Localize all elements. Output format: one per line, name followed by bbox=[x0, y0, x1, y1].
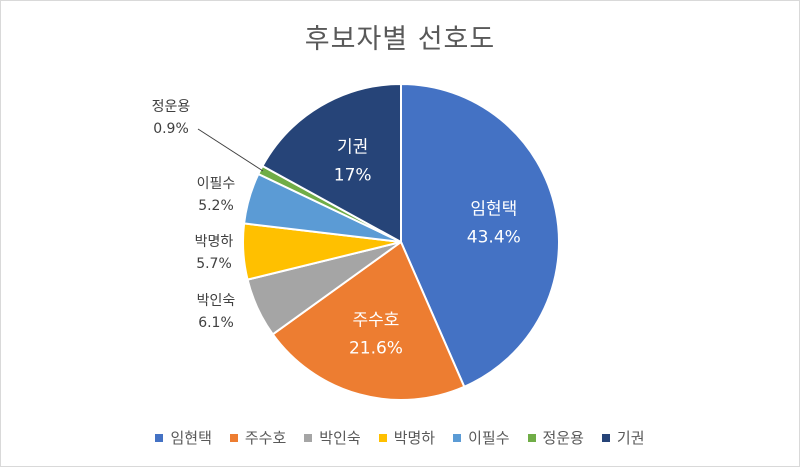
pie-slice-1 bbox=[400, 82, 560, 389]
legend-item: 기권 bbox=[601, 427, 645, 448]
legend-item: 주수호 bbox=[229, 427, 287, 448]
slice-category-label: 박명하 bbox=[195, 234, 234, 250]
legend-item: 임현택 bbox=[155, 427, 212, 448]
legend-swatch bbox=[155, 433, 164, 442]
chart-title: 후보자별 선호도 bbox=[304, 24, 496, 55]
pie-chart: 임현택 43.4% 주수호 21.6% 박인숙 6.1% 박명하 5.7% 이필수 5.2% 정운용… bbox=[152, 82, 560, 401]
slice-value-label: 43.4% bbox=[467, 228, 521, 248]
slice-value-label: 5.7% bbox=[196, 256, 232, 272]
slice-category-label: 정운용 bbox=[152, 99, 191, 115]
slice-value-label: 0.9% bbox=[153, 121, 189, 137]
slice-category-label: 박인숙 bbox=[197, 293, 236, 309]
legend-label: 박명하 bbox=[393, 429, 436, 447]
slice-value-label: 21.6% bbox=[349, 338, 403, 358]
legend-swatch bbox=[229, 433, 238, 442]
slice-value-label: 17% bbox=[334, 165, 372, 185]
legend-item: 정운용 bbox=[527, 427, 584, 448]
legend-swatch bbox=[527, 433, 536, 442]
slice-category-label: 기권 bbox=[337, 137, 368, 157]
legend-item: 박명하 bbox=[378, 427, 436, 448]
pie-slice-2 bbox=[271, 240, 466, 401]
legend-item: 박인숙 bbox=[304, 427, 361, 448]
slice-value-label: 6.1% bbox=[198, 315, 234, 331]
legend-swatch bbox=[304, 433, 313, 442]
legend-label: 기권 bbox=[616, 429, 645, 447]
slice-category-label: 이필수 bbox=[197, 176, 236, 192]
legend-label: 정운용 bbox=[542, 429, 584, 447]
legend-swatch bbox=[453, 433, 462, 442]
legend-item: 이필수 bbox=[453, 427, 510, 448]
slice-value-label: 5.2% bbox=[198, 198, 234, 214]
chart-legend: 임현택 주수호 박인숙 박명하 이필수 정운용 기권 bbox=[1, 427, 799, 448]
leader-line bbox=[197, 128, 264, 172]
legend-swatch bbox=[601, 433, 610, 442]
slice-category-label: 주수호 bbox=[352, 310, 399, 330]
pie-slice-7 bbox=[261, 82, 402, 244]
legend-swatch bbox=[378, 433, 387, 442]
slice-category-label: 임현택 bbox=[470, 200, 517, 220]
legend-label: 임현택 bbox=[170, 429, 212, 447]
legend-label: 주수호 bbox=[244, 429, 287, 447]
legend-label: 이필수 bbox=[468, 429, 510, 447]
legend-label: 박인숙 bbox=[319, 429, 361, 447]
